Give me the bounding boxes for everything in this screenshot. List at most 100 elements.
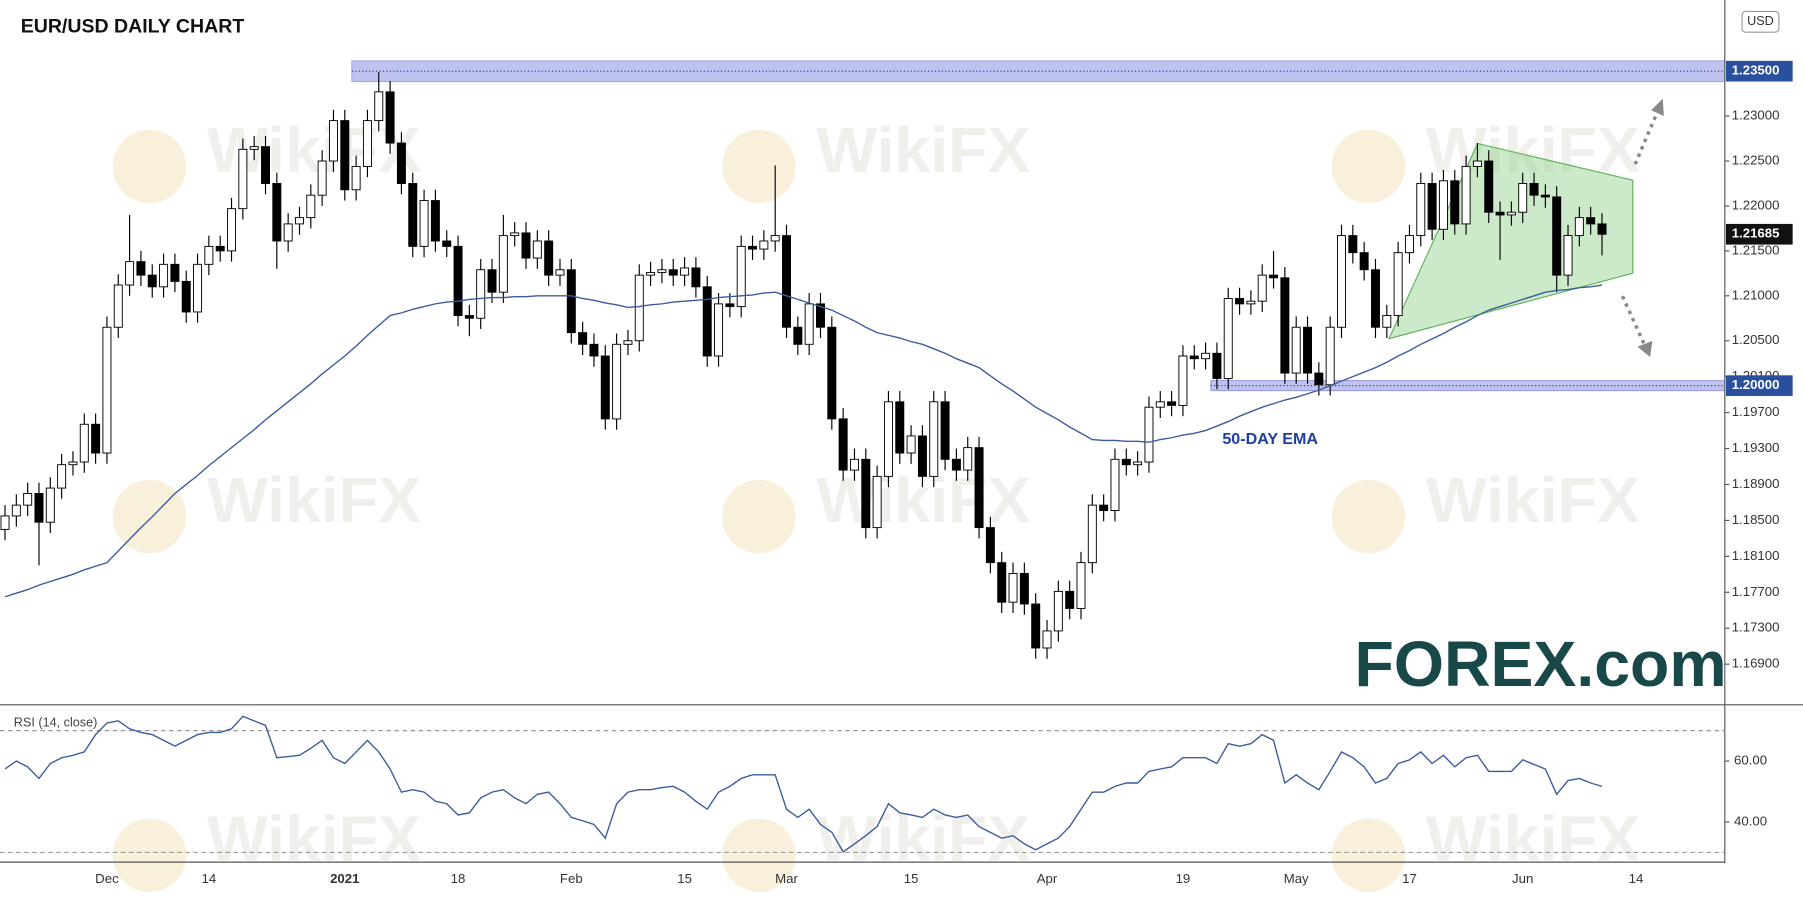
candle-body <box>11 504 21 517</box>
candle-body <box>566 269 576 334</box>
x-tick-label: 19 <box>1176 871 1191 886</box>
candle-body <box>578 332 588 345</box>
candle-body <box>1212 352 1222 379</box>
candle-body <box>770 235 780 242</box>
candle-body <box>623 340 633 345</box>
candle-body <box>1314 372 1324 386</box>
candle-body <box>1586 217 1596 225</box>
candle-body <box>272 183 282 242</box>
candle-body <box>1472 160 1482 167</box>
candle-body <box>283 223 293 242</box>
x-tick-label: 14 <box>202 871 217 886</box>
candle-body <box>1155 401 1165 408</box>
candle-body <box>1325 326 1335 386</box>
candle-body <box>714 303 724 357</box>
candle-body <box>1484 160 1494 213</box>
candle-body <box>193 263 203 313</box>
watermark: WikiFX <box>816 114 1030 186</box>
candle-body <box>1201 352 1211 360</box>
candle-body <box>974 447 984 529</box>
candle-body <box>57 464 67 489</box>
candle-body <box>125 261 135 286</box>
y-tick-label: 1.23000 <box>1732 108 1780 123</box>
candle-body <box>136 261 146 276</box>
y-tick-label: 1.17700 <box>1732 584 1780 599</box>
y-tick-label: 1.19700 <box>1732 404 1780 419</box>
watermark: WikiFX <box>1426 464 1640 536</box>
candles <box>0 72 1607 659</box>
candle-body <box>600 355 610 420</box>
candle-body <box>816 303 825 328</box>
candle-body <box>79 423 89 463</box>
candle-body <box>215 245 225 252</box>
y-tick-label: 1.21500 <box>1732 242 1780 257</box>
watermark-icon <box>112 818 187 892</box>
ema-label: 50-DAY EMA <box>1222 430 1318 448</box>
candle-body <box>657 269 667 273</box>
candle-body <box>544 240 554 276</box>
watermark-icon <box>722 479 796 554</box>
candle-body <box>1280 277 1290 374</box>
candle-body <box>1552 196 1562 276</box>
candle-body <box>1370 269 1380 328</box>
x-tick-label: Jun <box>1512 871 1533 886</box>
candle-body <box>872 475 882 529</box>
x-tick-label: 2021 <box>330 871 359 886</box>
candle-body <box>793 326 803 345</box>
candle-body <box>351 165 361 191</box>
candle-body <box>1359 252 1369 271</box>
candle-body <box>1529 183 1539 196</box>
y-tick-label: 1.20500 <box>1732 332 1780 347</box>
candle-body <box>261 146 270 184</box>
candle-body <box>1223 298 1233 379</box>
candle-body <box>23 492 33 506</box>
candle-body <box>532 240 542 259</box>
candle-body <box>1382 315 1392 328</box>
x-tick-label: 17 <box>1402 871 1417 886</box>
ema-line <box>4 284 1603 598</box>
y-tick-label: 1.16900 <box>1732 656 1780 671</box>
candle-body <box>442 240 452 247</box>
candle-body <box>204 245 214 265</box>
arrow-head <box>1651 98 1664 116</box>
candle-body <box>1235 298 1245 305</box>
watermark-icon <box>1331 818 1406 892</box>
candle-body <box>45 487 55 523</box>
x-tick-label: 18 <box>451 871 466 886</box>
candle-body <box>963 447 973 471</box>
candle-body <box>1337 235 1346 328</box>
candle-body <box>317 160 327 196</box>
candle-body <box>91 423 101 454</box>
candle-body <box>997 562 1007 603</box>
candle-body <box>249 146 259 150</box>
watermark-icon <box>722 129 796 204</box>
candle-body <box>555 269 565 276</box>
rsi-label: RSI (14, close) <box>14 716 98 730</box>
level-bands <box>351 60 1726 392</box>
x-tick-label: 15 <box>677 871 692 886</box>
candle-body <box>634 274 644 342</box>
candle-body <box>1019 572 1029 605</box>
candle-body <box>159 263 169 288</box>
candle-body <box>1121 458 1131 466</box>
candle-body <box>1450 180 1460 225</box>
y-tick-label: 1.19300 <box>1732 440 1780 455</box>
watermark-icon <box>1331 479 1406 554</box>
candle-body <box>374 91 384 122</box>
candle-body <box>294 217 304 225</box>
candle-body <box>1110 458 1120 511</box>
candle-body <box>238 148 248 210</box>
candle-body <box>102 326 112 454</box>
candle-body <box>1031 603 1041 649</box>
rsi-y-tick-label: 60.00 <box>1734 753 1767 768</box>
candle-body <box>759 240 769 250</box>
watermark-icon <box>112 479 187 554</box>
x-tick-label: Dec <box>95 871 119 886</box>
candle-body <box>147 274 157 288</box>
candle-body <box>510 232 520 237</box>
rsi-line <box>4 715 1603 853</box>
candle-body <box>340 120 350 191</box>
candle-body <box>68 461 78 466</box>
candle-body <box>849 458 859 471</box>
arrow-up <box>1633 109 1660 165</box>
